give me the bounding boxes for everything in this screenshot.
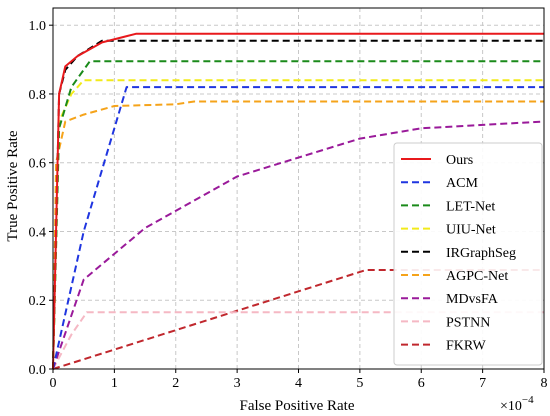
x-tick-label: 1 bbox=[111, 376, 118, 391]
x-tick-label: 5 bbox=[356, 376, 363, 391]
multiplier-exponent: −4 bbox=[522, 394, 534, 406]
x-tick-label: 0 bbox=[50, 376, 57, 391]
y-tick-label: 0.6 bbox=[29, 157, 47, 172]
x-tick-label: 4 bbox=[295, 376, 302, 391]
legend-label-irgraphseg: IRGraphSeg bbox=[446, 246, 516, 261]
series-line-acm bbox=[52, 86, 544, 370]
x-tick-label: 8 bbox=[541, 376, 548, 391]
series-line-mdvsfa bbox=[52, 120, 545, 370]
legend-label-fkrw: FKRW bbox=[446, 339, 486, 354]
x-axis-multiplier: ×10−4 bbox=[500, 394, 534, 414]
y-tick-label: 0.8 bbox=[29, 88, 47, 103]
x-tick-label: 6 bbox=[418, 376, 425, 391]
y-tick-label: 1.0 bbox=[29, 19, 47, 34]
legend-label-let-net: LET-Net bbox=[446, 199, 495, 214]
y-tick-label: 0.4 bbox=[29, 225, 47, 240]
series-line-irgraphseg bbox=[52, 39, 544, 370]
x-tick-label: 3 bbox=[234, 376, 241, 391]
multiplier-base: ×10 bbox=[500, 399, 522, 414]
legend-box bbox=[393, 142, 543, 366]
y-axis-label: True Positive Rate bbox=[5, 130, 21, 241]
legend-label-uiu-net: UIU-Net bbox=[446, 223, 496, 238]
legend: Ours ACM LET-Net UIU-Net IRGraphSeg AGPC-Net M… bbox=[393, 142, 543, 366]
legend-label-ours: Ours bbox=[446, 153, 473, 168]
series-line-ours bbox=[52, 32, 544, 370]
legend-label-pstnn: PSTNN bbox=[446, 315, 490, 330]
legend-label-mdvsfa: MDvsFA bbox=[446, 292, 499, 307]
legend-label-acm: ACM bbox=[446, 176, 478, 191]
x-tick-label: 2 bbox=[172, 376, 179, 391]
y-axis-ticks: 0.0 0.2 0.4 0.6 0.8 1.0 bbox=[29, 19, 53, 378]
x-axis-label: False Positive Rate bbox=[240, 398, 355, 414]
x-axis-ticks: 0 1 2 3 4 5 6 7 8 bbox=[50, 369, 548, 391]
x-tick-label: 7 bbox=[479, 376, 486, 391]
y-tick-label: 0.2 bbox=[29, 294, 47, 309]
legend-label-agpc-net: AGPC-Net bbox=[446, 269, 508, 284]
y-tick-label: 0.0 bbox=[29, 363, 47, 378]
